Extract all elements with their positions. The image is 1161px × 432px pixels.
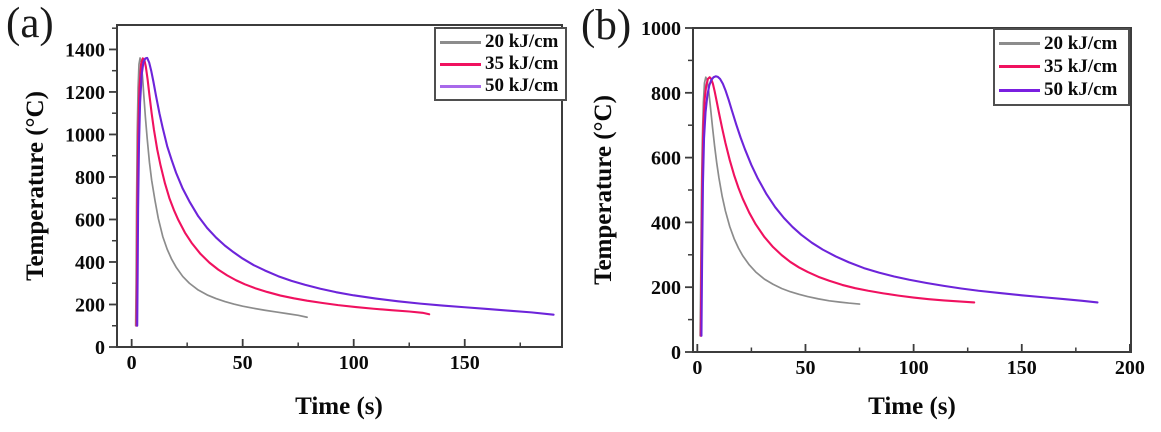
chart-a-x-axis-title: Time (s)	[295, 393, 383, 420]
x-tick-label: 0	[692, 357, 702, 379]
x-tick-label: 200	[1115, 357, 1145, 379]
legend-item: 50 kJ/cm	[995, 79, 1128, 102]
panel-b: 0 50 100 150 200 0 200 400 600 800 1000 (b) Temper…	[580, 0, 1161, 432]
curve-35-kj-cm	[699, 76, 976, 337]
line-swatch-purple	[440, 84, 481, 88]
x-tick-label: 50	[233, 352, 253, 374]
line-swatch-pink	[999, 65, 1040, 69]
y-tick-label: 1000	[65, 124, 105, 146]
panel-a: 0 50 100 150 0 200 400 600 800 1000 1200 1400 (a) T…	[0, 0, 580, 432]
chart-b-y-axis-title: Temperature (°C)	[590, 95, 617, 285]
legend-item: 20 kJ/cm	[436, 31, 565, 53]
line-swatch-purple	[999, 88, 1040, 92]
y-tick-label: 1000	[641, 18, 681, 40]
y-tick-label: 400	[75, 252, 105, 274]
axis-frame	[116, 24, 563, 348]
x-tick-label: 150	[450, 352, 480, 374]
x-tick-label: 50	[795, 357, 815, 379]
x-tick-label: 150	[1007, 357, 1037, 379]
curve-20-kj-cm	[699, 76, 861, 337]
y-tick-label: 600	[75, 209, 105, 231]
y-tick-label: 800	[75, 167, 105, 189]
panel-b-label: (b)	[581, 2, 632, 49]
chart-a-y-axis-title: Temperature (°C)	[22, 91, 49, 281]
line-swatch-pink	[440, 62, 481, 66]
legend-item: 20 kJ/cm	[995, 32, 1128, 55]
legend-label: 20 kJ/cm	[1044, 32, 1118, 54]
legend-item: 35 kJ/cm	[995, 55, 1128, 78]
legend-label: 35 kJ/cm	[1044, 55, 1118, 77]
chart-b-legend: 20 kJ/cm 35 kJ/cm 50 kJ/cm	[993, 28, 1130, 106]
line-swatch-gray	[999, 42, 1040, 46]
y-tick-label: 1400	[65, 39, 105, 61]
legend-item: 35 kJ/cm	[436, 53, 565, 75]
legend-item: 50 kJ/cm	[436, 75, 565, 97]
y-tick-label: 0	[95, 337, 105, 359]
y-tick-label: 600	[651, 148, 681, 170]
panel-a-label: (a)	[6, 0, 54, 47]
legend-label: 20 kJ/cm	[485, 31, 559, 52]
chart-a-plot-area: 0 50 100 150 0 200 400 600 800 1000 1200 1400	[65, 24, 563, 374]
curve-35-kj-cm	[135, 57, 431, 327]
y-tick-label: 1200	[65, 82, 105, 104]
chart-b-x-axis-title: Time (s)	[868, 393, 956, 420]
legend-label: 35 kJ/cm	[485, 53, 559, 74]
curve-50-kj-cm	[700, 75, 1099, 337]
chart-b-plot-area: 0 50 100 150 200 0 200 400 600 800 1000	[641, 18, 1145, 379]
y-tick-label: 0	[671, 342, 681, 364]
y-tick-label: 800	[651, 83, 681, 105]
y-tick-label: 200	[651, 277, 681, 299]
x-tick-label: 100	[899, 357, 929, 379]
x-tick-label: 0	[127, 352, 137, 374]
legend-label: 50 kJ/cm	[1044, 79, 1118, 101]
line-swatch-gray	[440, 40, 481, 44]
y-tick-label: 200	[75, 294, 105, 316]
curve-50-kj-cm	[136, 56, 555, 327]
y-tick-label: 400	[651, 212, 681, 234]
x-tick-label: 100	[339, 352, 369, 374]
legend-label: 50 kJ/cm	[485, 75, 559, 96]
curve-20-kj-cm	[134, 57, 308, 327]
chart-a-legend: 20 kJ/cm 35 kJ/cm 50 kJ/cm	[434, 27, 567, 101]
